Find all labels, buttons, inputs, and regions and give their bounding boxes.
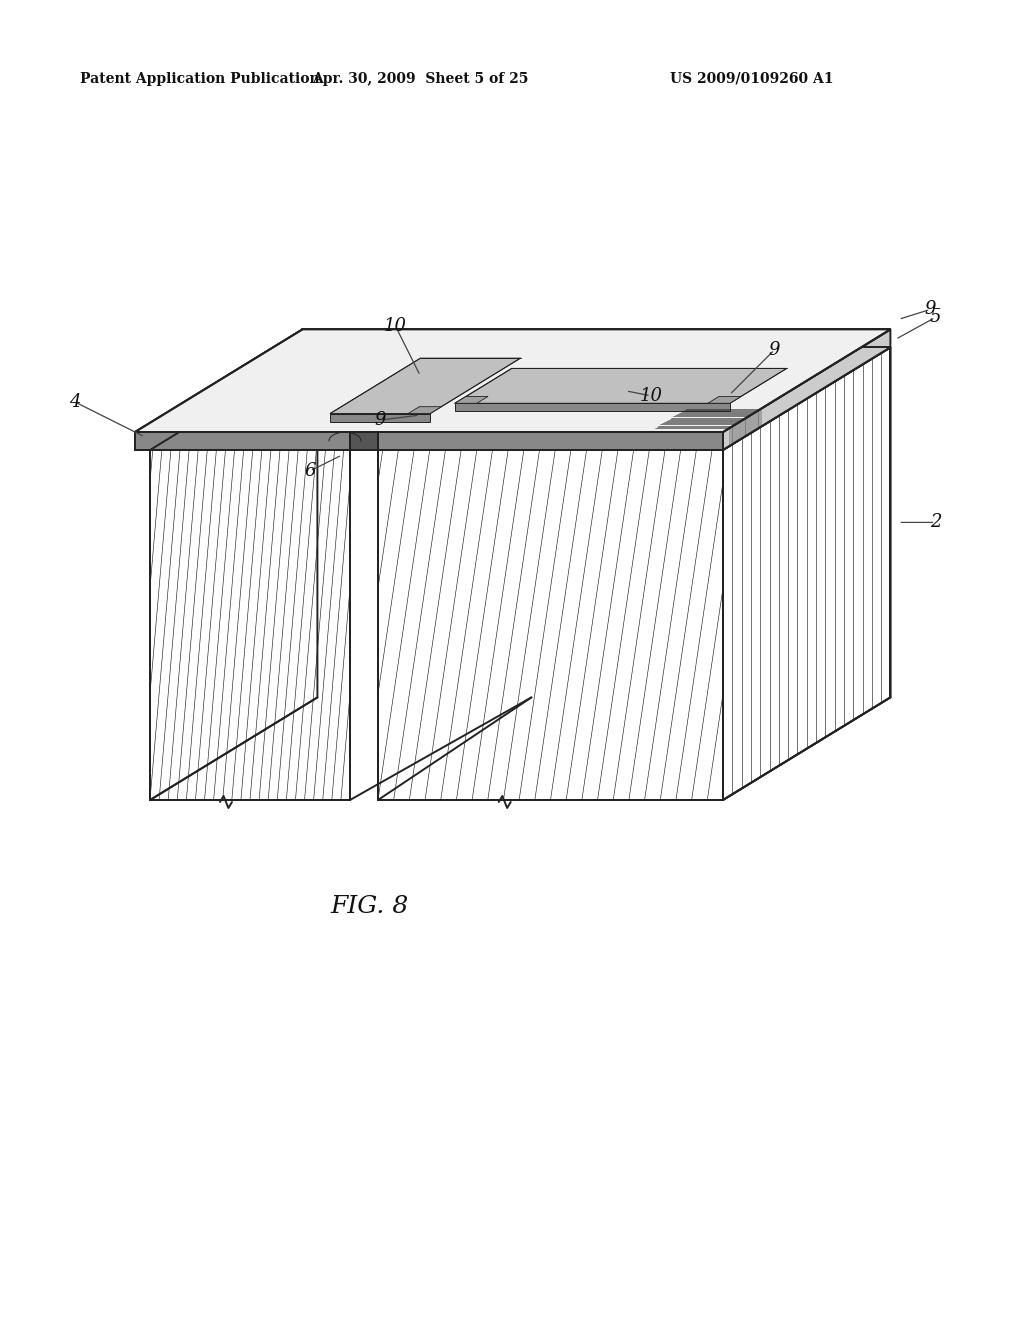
Polygon shape xyxy=(455,368,786,404)
Text: Apr. 30, 2009  Sheet 5 of 25: Apr. 30, 2009 Sheet 5 of 25 xyxy=(312,73,528,86)
Polygon shape xyxy=(378,432,723,450)
Polygon shape xyxy=(150,347,317,800)
Polygon shape xyxy=(150,450,350,800)
Polygon shape xyxy=(135,432,723,450)
Text: 10: 10 xyxy=(384,317,407,335)
Polygon shape xyxy=(135,330,891,432)
Polygon shape xyxy=(135,432,350,450)
Polygon shape xyxy=(330,413,430,421)
Polygon shape xyxy=(455,404,730,412)
Text: 4: 4 xyxy=(70,393,81,411)
Text: US 2009/0109260 A1: US 2009/0109260 A1 xyxy=(670,73,834,86)
Text: 9: 9 xyxy=(374,411,385,429)
Polygon shape xyxy=(350,432,378,450)
Polygon shape xyxy=(723,347,891,800)
Text: 9: 9 xyxy=(769,341,780,359)
Text: 9: 9 xyxy=(925,301,936,318)
Polygon shape xyxy=(409,407,441,413)
Polygon shape xyxy=(150,450,350,800)
Polygon shape xyxy=(455,396,488,404)
Text: 2: 2 xyxy=(930,513,941,532)
Text: 5: 5 xyxy=(930,309,941,326)
Polygon shape xyxy=(150,450,350,800)
Text: Patent Application Publication: Patent Application Publication xyxy=(80,73,319,86)
Polygon shape xyxy=(135,330,891,432)
Polygon shape xyxy=(708,396,741,404)
Polygon shape xyxy=(723,330,891,450)
Text: 10: 10 xyxy=(639,387,663,405)
Text: FIG. 8: FIG. 8 xyxy=(330,895,409,917)
Polygon shape xyxy=(330,358,520,413)
Polygon shape xyxy=(378,450,723,800)
Text: 6: 6 xyxy=(304,462,315,480)
